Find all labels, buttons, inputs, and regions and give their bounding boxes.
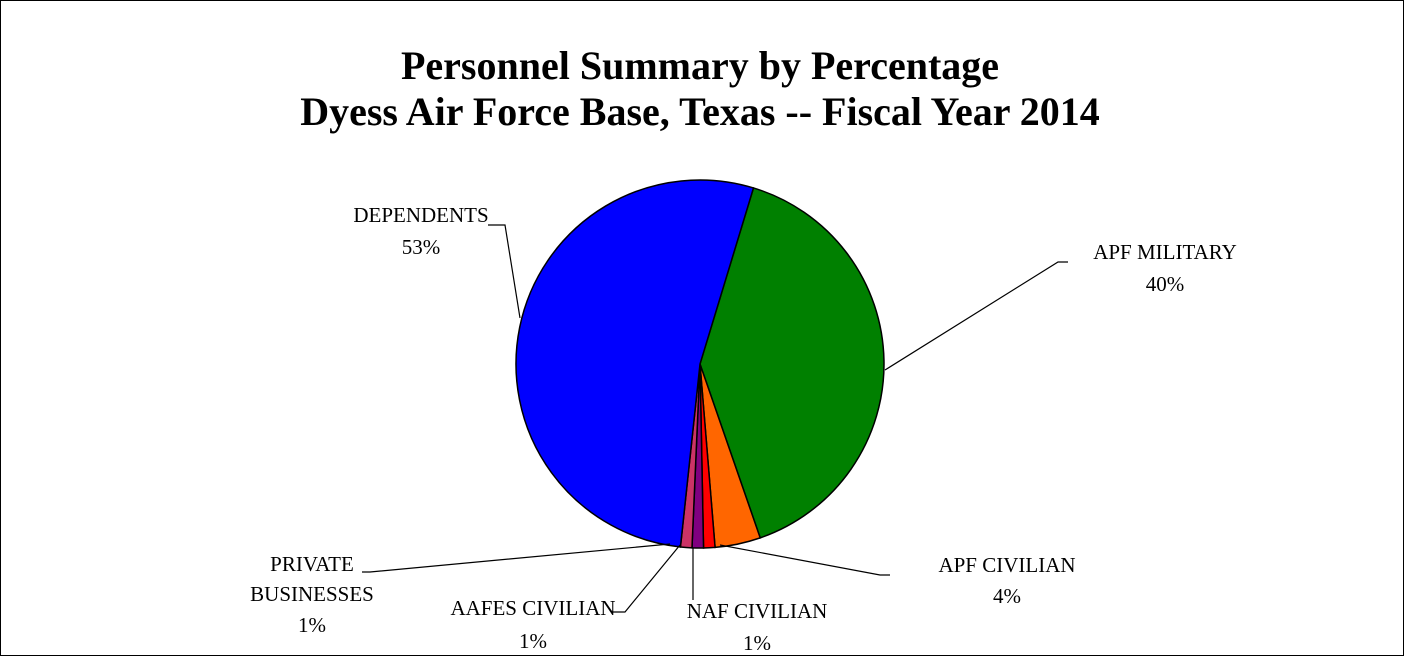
- leader-line: [719, 544, 890, 576]
- slice-value-label: 1%: [298, 613, 326, 637]
- slice-label: DEPENDENTS: [353, 203, 488, 227]
- leader-line: [488, 224, 521, 319]
- slice-value-label: 4%: [993, 584, 1021, 608]
- slice-label: AAFES CIVILIAN: [450, 596, 615, 620]
- slice-label: APF MILITARY: [1093, 240, 1237, 264]
- slice-label: PRIVATE BUSINESSES: [250, 552, 374, 606]
- slice-value-label: 1%: [519, 629, 547, 653]
- pie-slice: [699, 187, 885, 539]
- leader-line: [884, 261, 1068, 371]
- slice-label: NAF CIVILIAN: [687, 599, 828, 623]
- pie-slice: [515, 179, 755, 548]
- slice-value-label: 53%: [402, 235, 441, 259]
- leader-line: [362, 543, 671, 573]
- slice-value-label: 1%: [743, 631, 771, 655]
- slice-value-label: 40%: [1146, 272, 1185, 296]
- chart-subtitle: Dyess Air Force Base, Texas -- Fiscal Ye…: [300, 89, 1100, 134]
- leader-line: [612, 544, 681, 613]
- slice-label: APF CIVILIAN: [938, 553, 1075, 577]
- chart-title: Personnel Summary by Percentage: [401, 43, 999, 88]
